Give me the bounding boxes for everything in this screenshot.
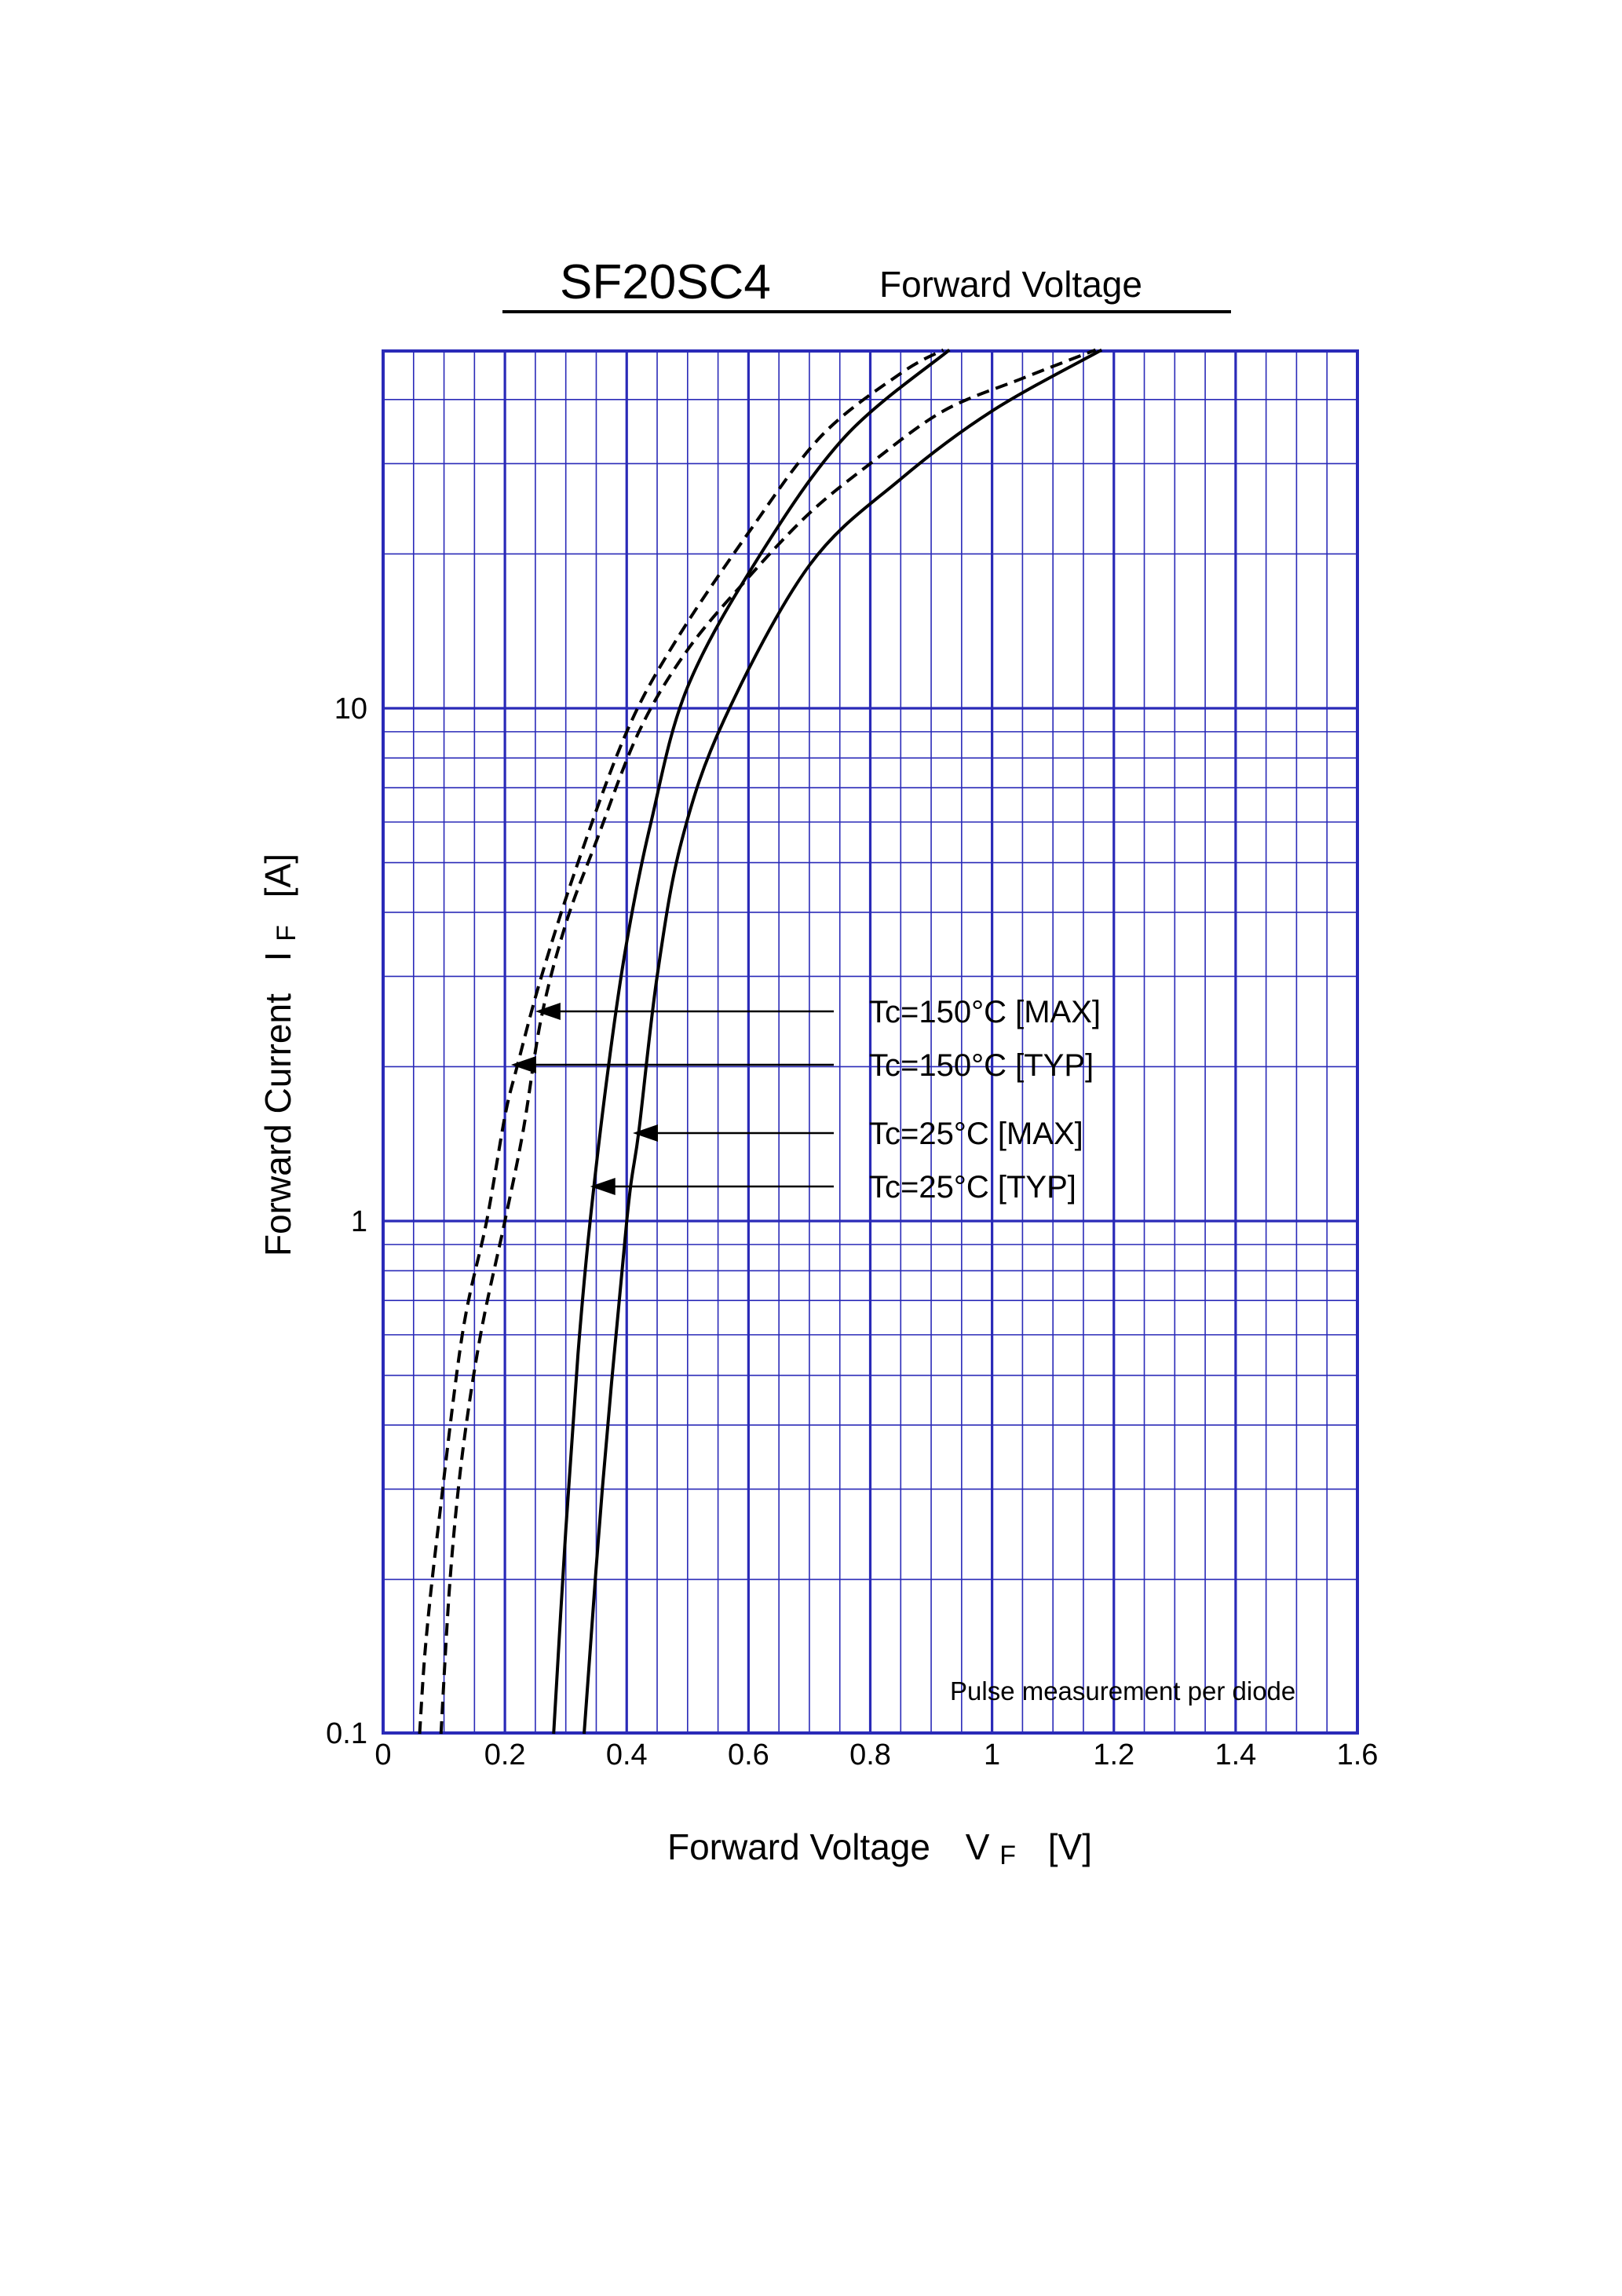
- legend-label: Tc=25°C [TYP]: [869, 1170, 1076, 1205]
- x-tick-label: 1.4: [1215, 1738, 1256, 1771]
- legend-label: Tc=25°C [MAX]: [869, 1117, 1083, 1151]
- y-axis-label-unit: [A]: [258, 854, 298, 898]
- x-tick-labels: 0 0.2 0.4 0.6 0.8 1 1.2 1.4 1.6: [374, 1738, 1378, 1771]
- x-tick-label: 0: [374, 1738, 391, 1771]
- legend-arrowhead: [510, 1056, 536, 1073]
- legend-arrowhead: [535, 1003, 561, 1020]
- curves: [418, 348, 1103, 1735]
- x-tick-label: 0.8: [849, 1738, 891, 1771]
- legend-label: Tc=150°C [TYP]: [869, 1048, 1094, 1083]
- y-axis-label-text: Forward Current: [258, 993, 298, 1256]
- x-axis-label: Forward Voltage V F [V]: [667, 1826, 1092, 1872]
- y-axis-label-symbol: I: [258, 952, 298, 962]
- chart-title: SF20SC4: [560, 255, 771, 309]
- x-axis-label-symbol: V: [966, 1826, 990, 1867]
- legend: Tc=150°C [MAX] Tc=150°C [TYP] Tc=25°C [MAX…: [510, 995, 1101, 1205]
- series-line-3: [552, 349, 951, 1735]
- y-tick-label: 10: [334, 693, 367, 726]
- x-tick-label: 1: [984, 1738, 1000, 1771]
- x-axis-label-unit: [V]: [1048, 1826, 1092, 1867]
- y-tick-labels: 0.1 1 10: [326, 693, 367, 1750]
- x-axis-label-subscript: F: [999, 1841, 1016, 1870]
- y-axis-label: Forward Current I F [A]: [258, 854, 303, 1256]
- x-tick-label: 0.2: [484, 1738, 526, 1771]
- x-axis-label-text: Forward Voltage: [667, 1826, 930, 1867]
- grid-major: [383, 351, 1357, 1733]
- legend-arrowhead: [590, 1178, 616, 1195]
- y-tick-label: 1: [351, 1205, 367, 1238]
- x-tick-label: 1.6: [1337, 1738, 1379, 1771]
- pulse-note: Pulse measurement per diode: [950, 1676, 1295, 1706]
- grid-minor: [383, 351, 1357, 1733]
- x-tick-label: 0.6: [728, 1738, 769, 1771]
- x-tick-label: 1.2: [1093, 1738, 1134, 1771]
- y-axis-label-subscript: F: [272, 925, 301, 941]
- y-tick-label: 0.1: [326, 1717, 367, 1750]
- chart-subtitle: Forward Voltage: [879, 264, 1142, 305]
- series-line-0: [439, 348, 1097, 1735]
- series-line-2: [583, 348, 1103, 1735]
- series-line-1: [418, 348, 944, 1735]
- plot-frame: [382, 349, 1359, 1735]
- x-tick-label: 0.4: [606, 1738, 648, 1771]
- legend-arrowhead: [633, 1124, 659, 1142]
- legend-label: Tc=150°C [MAX]: [869, 995, 1101, 1029]
